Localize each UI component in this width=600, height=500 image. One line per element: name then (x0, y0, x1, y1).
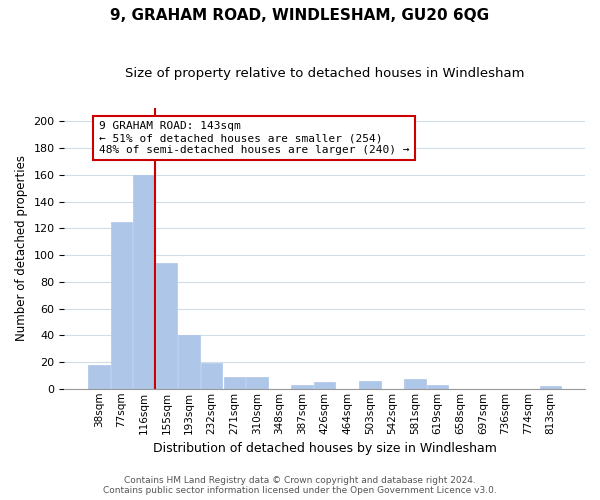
Text: Contains HM Land Registry data © Crown copyright and database right 2024.
Contai: Contains HM Land Registry data © Crown c… (103, 476, 497, 495)
Bar (156, 263, 177, 389)
Bar (359, 380, 380, 389)
Bar (404, 380, 426, 389)
Y-axis label: Number of detached properties: Number of detached properties (15, 156, 28, 342)
Bar (110, 222, 132, 389)
Bar (427, 385, 448, 389)
Text: 9, GRAHAM ROAD, WINDLESHAM, GU20 6QG: 9, GRAHAM ROAD, WINDLESHAM, GU20 6QG (110, 8, 490, 22)
Bar (133, 175, 155, 389)
Title: Size of property relative to detached houses in Windlesham: Size of property relative to detached ho… (125, 68, 524, 80)
Text: 9 GRAHAM ROAD: 143sqm
← 51% of detached houses are smaller (254)
48% of semi-det: 9 GRAHAM ROAD: 143sqm ← 51% of detached … (99, 122, 409, 154)
Bar (540, 386, 562, 389)
Bar (201, 364, 223, 389)
Bar (292, 385, 313, 389)
X-axis label: Distribution of detached houses by size in Windlesham: Distribution of detached houses by size … (153, 442, 497, 455)
Bar (224, 376, 245, 389)
Bar (178, 336, 200, 389)
Bar (314, 382, 335, 389)
Bar (246, 376, 268, 389)
Bar (88, 364, 110, 389)
